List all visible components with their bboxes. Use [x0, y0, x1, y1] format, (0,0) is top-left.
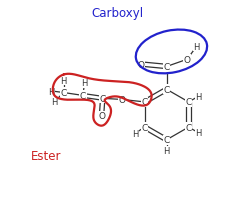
Text: C: C — [185, 98, 192, 107]
Text: C: C — [100, 94, 106, 103]
Text: Carboxyl: Carboxyl — [91, 7, 143, 20]
Text: H: H — [163, 146, 170, 155]
Text: H: H — [51, 98, 58, 107]
Text: H: H — [195, 92, 202, 101]
Text: O: O — [119, 96, 126, 104]
Text: H: H — [193, 42, 200, 51]
Text: O: O — [98, 112, 105, 121]
Text: O: O — [184, 55, 191, 64]
Text: C: C — [185, 123, 192, 132]
Text: H: H — [61, 76, 67, 85]
Text: O: O — [138, 60, 145, 69]
Text: C: C — [61, 89, 67, 98]
Text: H: H — [48, 87, 54, 96]
Text: C: C — [142, 98, 148, 107]
Text: C: C — [142, 123, 148, 132]
Text: H: H — [132, 129, 139, 138]
Text: C: C — [163, 85, 170, 94]
Text: C: C — [163, 136, 170, 145]
Text: H: H — [195, 129, 202, 138]
Text: C: C — [163, 63, 170, 72]
Text: H: H — [81, 79, 87, 88]
Text: Ester: Ester — [31, 149, 61, 162]
Text: C: C — [80, 91, 86, 100]
